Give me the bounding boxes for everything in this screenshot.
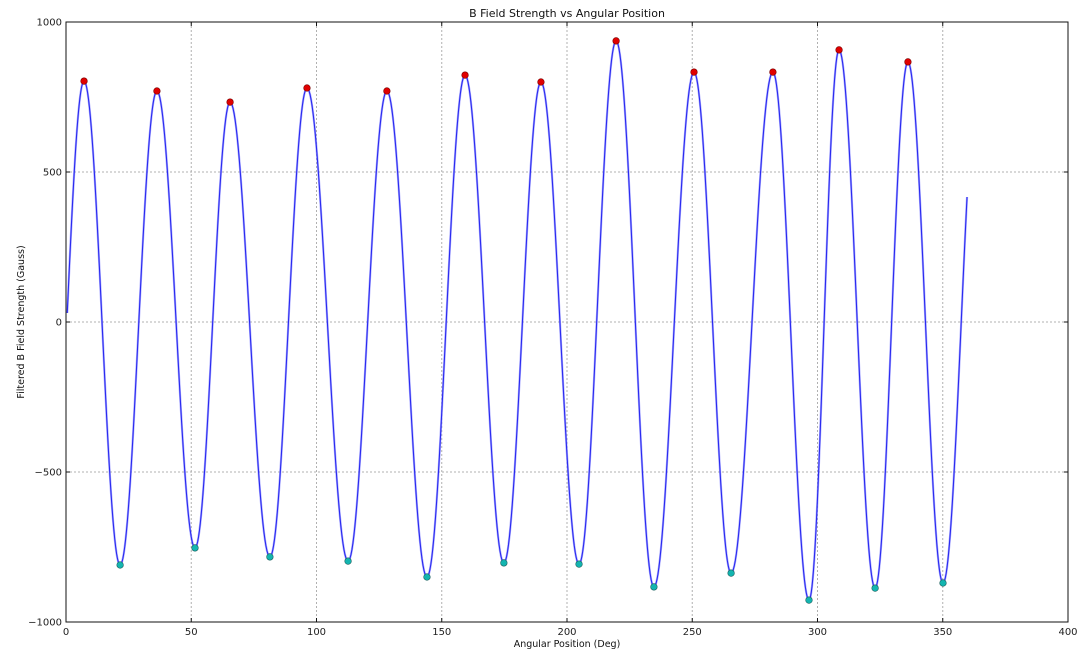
valley-marker (191, 544, 199, 552)
valley-marker (423, 573, 431, 581)
peak-marker (690, 68, 698, 76)
peak-marker (80, 77, 88, 85)
x-tick-label: 200 (557, 627, 576, 638)
y-tick-label: 1000 (37, 18, 62, 29)
valley-marker (727, 569, 735, 577)
valley-marker (116, 561, 124, 569)
x-tick-label: 100 (307, 627, 326, 638)
chart-title: B Field Strength vs Angular Position (469, 7, 665, 20)
peak-marker (835, 46, 843, 54)
peak-marker (769, 68, 777, 76)
peak-marker (904, 58, 912, 66)
peak-marker (612, 37, 620, 45)
y-tick-label: 0 (56, 318, 62, 329)
valley-marker (650, 583, 658, 591)
peak-marker (153, 87, 161, 95)
valley-marker (805, 596, 813, 604)
y-tick-label: −1000 (28, 618, 62, 629)
x-axis-ticks: 0 50 100 150 200 250 300 350 400 (63, 22, 1078, 638)
y-tick-label: 500 (43, 168, 62, 179)
x-tick-label: 0 (63, 627, 69, 638)
x-tick-label: 350 (933, 627, 952, 638)
peak-marker (383, 87, 391, 95)
valley-marker (575, 560, 583, 568)
grid-lines (66, 22, 1068, 622)
peak-marker (461, 71, 469, 79)
x-axis-label: Angular Position (Deg) (514, 639, 621, 650)
peak-markers (80, 37, 912, 106)
valley-marker (871, 584, 879, 592)
y-axis-ticks: −1000 −500 0 500 1000 (28, 18, 1068, 629)
field-curve (66, 39, 969, 602)
x-tick-label: 50 (185, 627, 198, 638)
x-tick-label: 150 (432, 627, 451, 638)
peak-marker (303, 84, 311, 92)
peak-marker (226, 98, 234, 106)
field-line (66, 40, 968, 601)
x-tick-label: 400 (1058, 627, 1077, 638)
x-tick-label: 250 (683, 627, 702, 638)
valley-marker (266, 553, 274, 561)
y-tick-label: −500 (35, 468, 62, 479)
valley-markers (116, 544, 947, 604)
valley-marker (939, 579, 947, 587)
valley-marker (344, 557, 352, 565)
valley-marker (500, 559, 508, 567)
y-axis-label: Filtered B Field Strength (Gauss) (16, 245, 27, 398)
peak-marker (537, 78, 545, 86)
x-tick-label: 300 (808, 627, 827, 638)
